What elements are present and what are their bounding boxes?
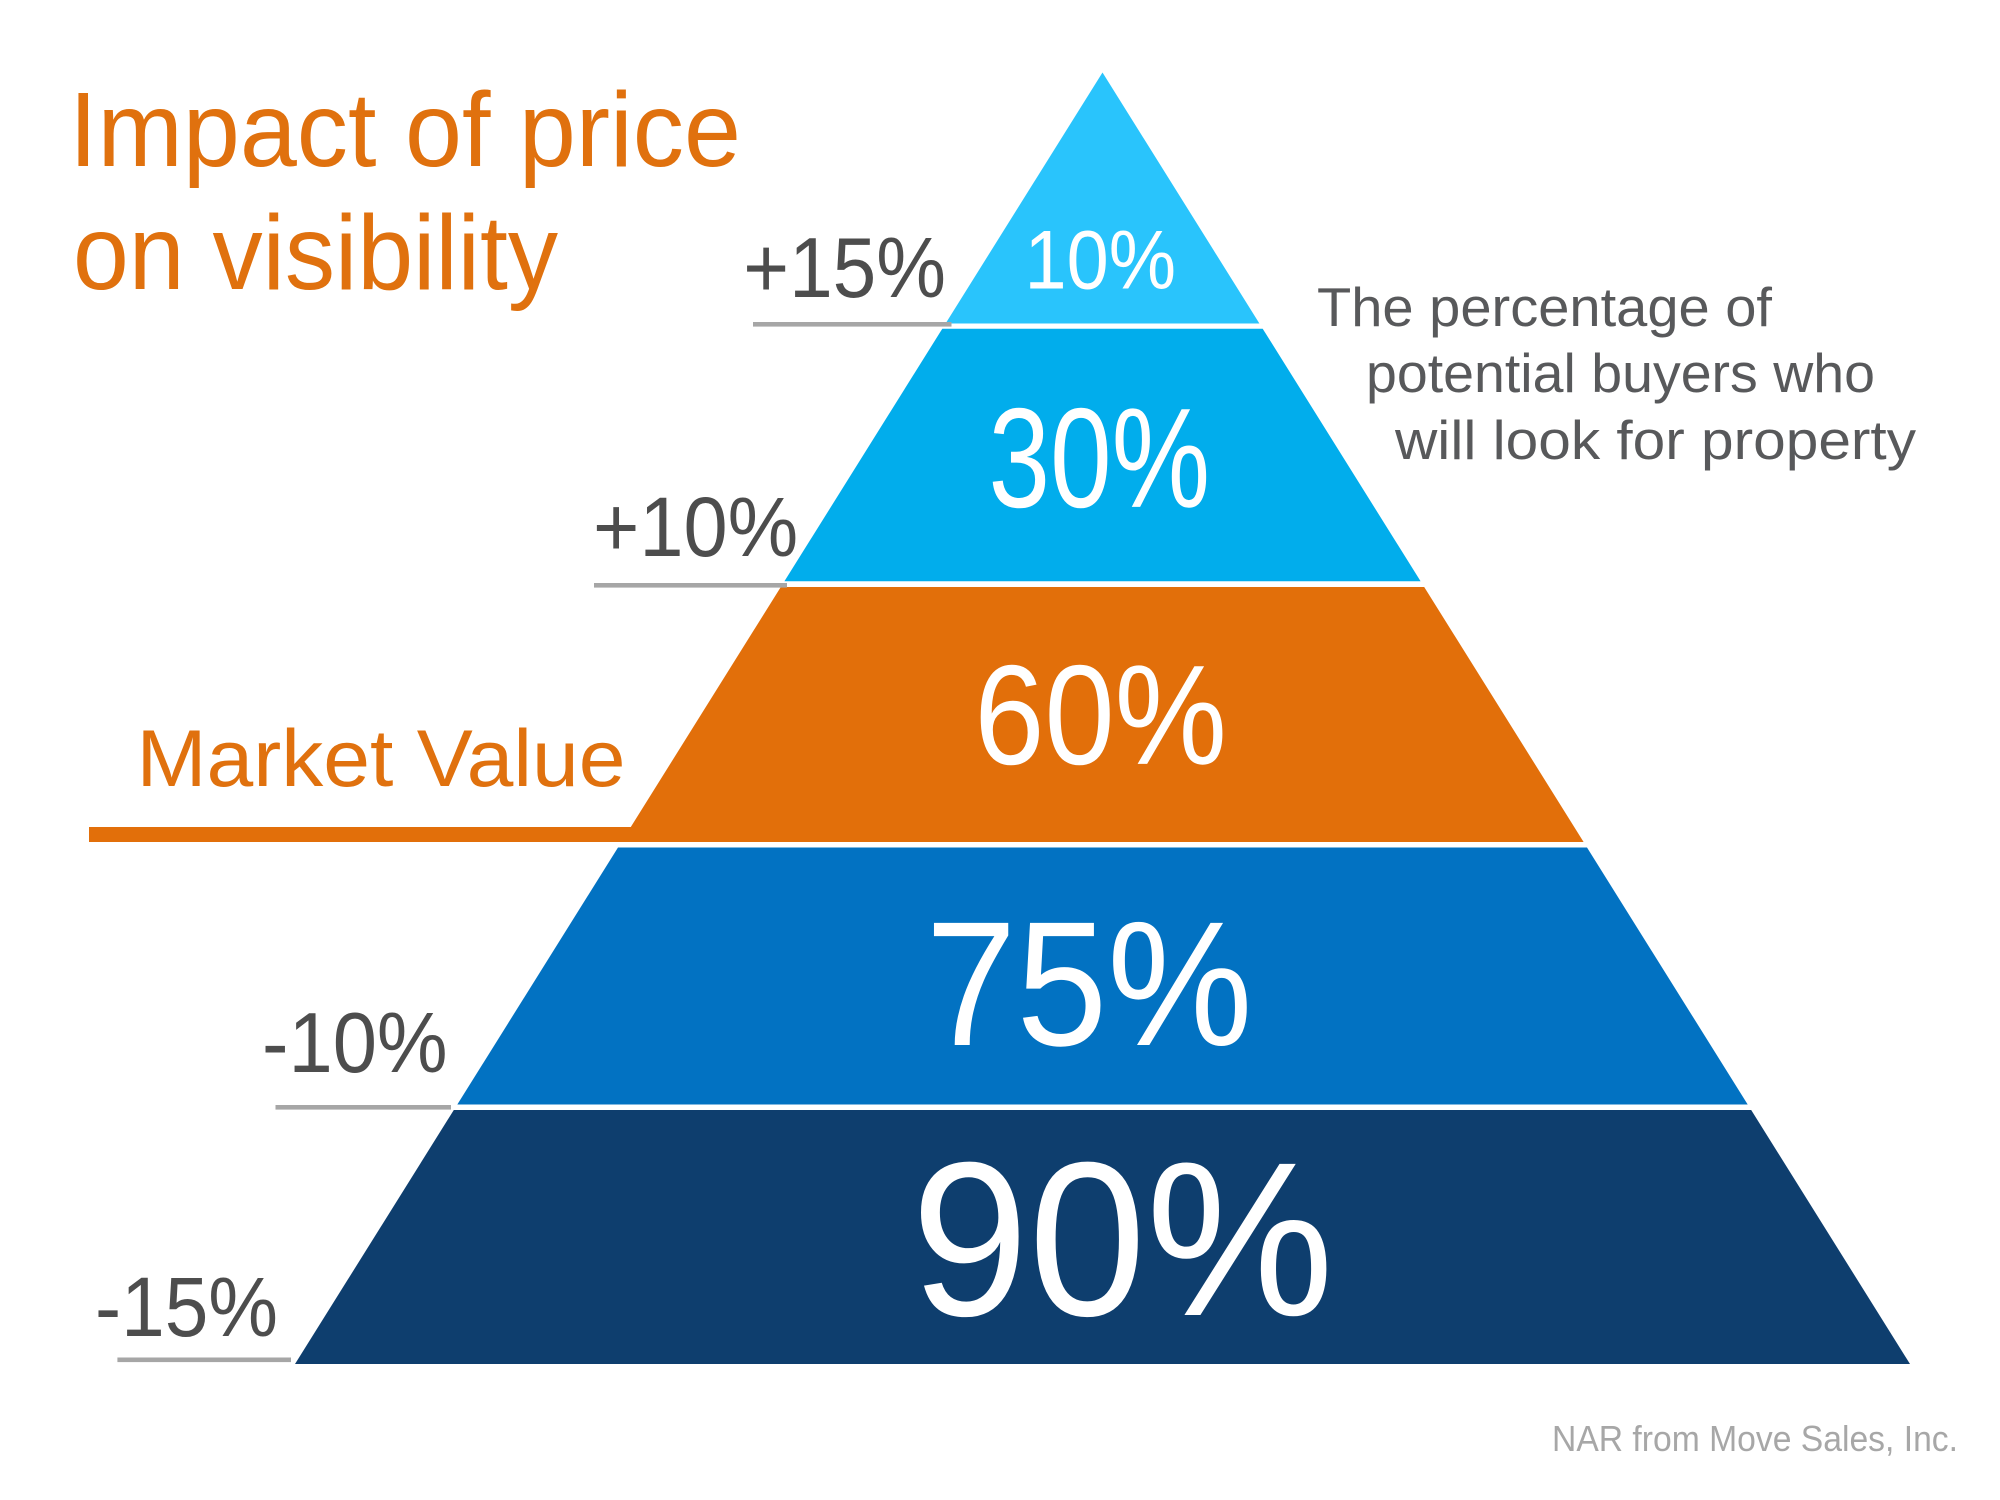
svg-text:Market Value: Market Value bbox=[137, 714, 626, 804]
svg-text:potential buyers who: potential buyers who bbox=[1366, 342, 1875, 404]
svg-text:75%: 75% bbox=[926, 884, 1253, 1083]
svg-text:+10%: +10% bbox=[593, 480, 798, 574]
svg-text:NAR from Move Sales, Inc.: NAR from Move Sales, Inc. bbox=[1552, 1418, 1958, 1459]
svg-text:-10%: -10% bbox=[262, 996, 448, 1091]
svg-text:10%: 10% bbox=[1025, 212, 1177, 306]
svg-text:+15%: +15% bbox=[743, 221, 946, 316]
svg-text:The percentage of: The percentage of bbox=[1317, 276, 1773, 338]
svg-text:on visibility: on visibility bbox=[73, 194, 558, 312]
svg-text:90%: 90% bbox=[911, 1116, 1334, 1362]
svg-text:will look for property: will look for property bbox=[1394, 409, 1917, 471]
svg-text:Impact of price: Impact of price bbox=[69, 71, 741, 189]
svg-text:-15%: -15% bbox=[95, 1260, 278, 1354]
svg-text:30%: 30% bbox=[989, 379, 1211, 538]
svg-text:60%: 60% bbox=[974, 636, 1227, 795]
